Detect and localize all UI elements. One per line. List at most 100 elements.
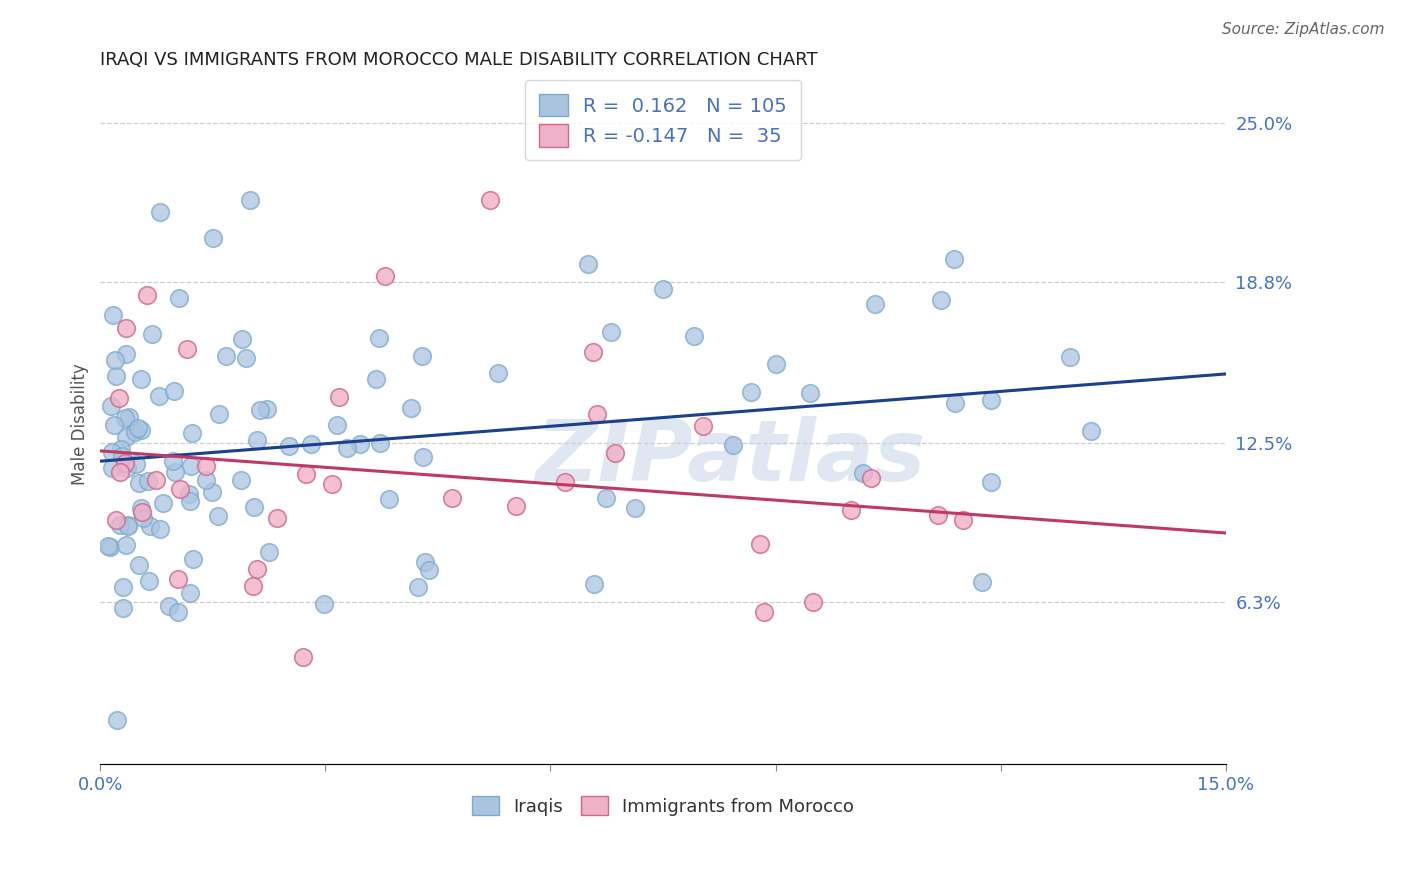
Point [105, 369, 128, 384]
Point [136, 475, 159, 489]
Point [180, 458, 202, 473]
Point [169, 483, 191, 497]
Point [141, 326, 163, 341]
Point [104, 353, 127, 368]
Point [117, 517, 139, 532]
Point [408, 580, 430, 594]
Point [554, 475, 576, 489]
Point [129, 500, 152, 515]
Point [801, 595, 824, 609]
Point [266, 510, 288, 524]
Point [207, 509, 229, 524]
Point [105, 513, 128, 527]
Point [167, 291, 190, 305]
Point [326, 417, 349, 432]
Point [103, 308, 125, 322]
Point [349, 436, 371, 450]
Point [179, 494, 201, 508]
Point [980, 475, 1002, 489]
Point [97, 539, 120, 553]
Point [336, 441, 359, 455]
Point [299, 437, 322, 451]
Point [721, 437, 744, 451]
Point [139, 519, 162, 533]
Point [312, 597, 335, 611]
Point [692, 419, 714, 434]
Point [595, 491, 617, 506]
Point [852, 466, 875, 480]
Text: Source: ZipAtlas.com: Source: ZipAtlas.com [1222, 22, 1385, 37]
Point [163, 466, 186, 480]
Point [1080, 425, 1102, 439]
Point [412, 450, 434, 465]
Point [152, 496, 174, 510]
Point [970, 574, 993, 589]
Point [115, 430, 138, 444]
Point [112, 581, 135, 595]
Point [112, 600, 135, 615]
Point [129, 371, 152, 385]
Point [115, 538, 138, 552]
Point [683, 328, 706, 343]
Point [117, 461, 139, 475]
Point [101, 461, 124, 475]
Point [201, 231, 224, 245]
Point [118, 409, 141, 424]
Point [1059, 350, 1081, 364]
Point [257, 545, 280, 559]
Point [582, 345, 605, 359]
Point [181, 552, 204, 566]
Point [132, 510, 155, 524]
Point [374, 269, 396, 284]
Point [114, 456, 136, 470]
Point [128, 476, 150, 491]
Point [943, 396, 966, 410]
Point [321, 476, 343, 491]
Point [114, 411, 136, 425]
Point [242, 579, 264, 593]
Point [246, 562, 269, 576]
Point [582, 577, 605, 591]
Point [101, 445, 124, 459]
Point [145, 474, 167, 488]
Point [841, 502, 863, 516]
Point [652, 282, 675, 296]
Point [799, 385, 821, 400]
Point [586, 407, 609, 421]
Point [242, 500, 264, 514]
Point [295, 467, 318, 481]
Point [105, 713, 128, 727]
Text: ZIPatlas: ZIPatlas [536, 417, 925, 500]
Point [108, 391, 131, 405]
Point [979, 393, 1001, 408]
Point [952, 513, 974, 527]
Point [110, 442, 132, 456]
Point [108, 518, 131, 533]
Point [124, 425, 146, 439]
Point [162, 454, 184, 468]
Point [765, 357, 787, 371]
Point [100, 400, 122, 414]
Point [136, 287, 159, 301]
Point [131, 505, 153, 519]
Point [125, 458, 148, 472]
Point [479, 193, 502, 207]
Point [599, 325, 621, 339]
Point [929, 293, 952, 307]
Point [195, 459, 218, 474]
Point [177, 486, 200, 500]
Point [441, 491, 464, 505]
Point [859, 471, 882, 485]
Point [179, 586, 201, 600]
Point [865, 297, 887, 311]
Point [131, 423, 153, 437]
Point [127, 421, 149, 435]
Point [163, 384, 186, 399]
Point [367, 331, 389, 345]
Point [505, 499, 527, 513]
Legend: Iraqis, Immigrants from Morocco: Iraqis, Immigrants from Morocco [464, 789, 862, 822]
Point [368, 436, 391, 450]
Point [328, 390, 350, 404]
Point [249, 402, 271, 417]
Point [167, 605, 190, 619]
